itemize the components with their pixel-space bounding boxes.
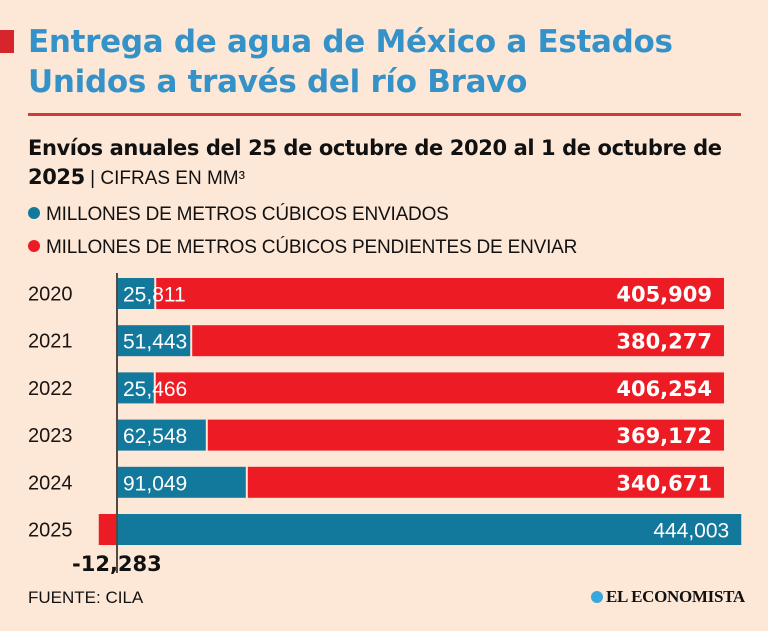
- bar-pending-negative: [98, 514, 116, 545]
- value-label-sent: 51,443: [123, 331, 187, 354]
- legend-item-sent: MILLONES DE METROS CÚBICOS ENVIADOS: [28, 203, 449, 227]
- bar-pending: [155, 372, 724, 404]
- value-label-pending: 369,172: [616, 424, 712, 448]
- value-label-sent: 62,548: [123, 425, 187, 448]
- bar-sent: [118, 419, 206, 451]
- year-label: 2023: [28, 425, 73, 447]
- bar-sent: [118, 278, 155, 309]
- bar-pending: [207, 419, 724, 451]
- legend-label: MILLONES DE METROS CÚBICOS ENVIADOS: [46, 204, 449, 225]
- value-label-pending: 406,254: [616, 377, 712, 401]
- legend-label: MILLONES DE METROS CÚBICOS PENDIENTES DE…: [46, 237, 578, 258]
- value-label-sent: 91,049: [123, 472, 187, 495]
- chart-subtitle: Envíos anuales del 25 de octubre de 2020…: [28, 134, 748, 193]
- legend-item-pending: MILLONES DE METROS CÚBICOS PENDIENTES DE…: [28, 236, 577, 260]
- value-label-pending: 405,909: [616, 283, 712, 307]
- title-marker: [0, 30, 14, 53]
- legend-dot-icon: [28, 207, 40, 219]
- year-label: 2025: [28, 520, 73, 542]
- source-note: FUENTE: CILA: [28, 588, 144, 607]
- subtitle-text: Envíos anuales del 25 de octubre de 2020…: [28, 136, 722, 189]
- value-label-pending: 380,277: [616, 330, 712, 354]
- subtitle-separator: |: [84, 168, 101, 189]
- brand-logo: EL ECONOMISTA: [591, 587, 745, 607]
- bar-pending: [156, 278, 724, 309]
- year-label: 2022: [28, 378, 73, 400]
- value-label-sent: 25,466: [123, 378, 187, 401]
- year-label: 2020: [28, 284, 73, 306]
- value-label-sent: 444,003: [653, 520, 729, 543]
- bar-sent: [118, 466, 246, 498]
- legend-dot-icon: [28, 240, 40, 252]
- title-divider: [28, 113, 741, 116]
- year-label: 2021: [28, 331, 73, 353]
- globe-icon: [591, 591, 603, 603]
- chart-title: Entrega de agua de México a Estados Unid…: [28, 24, 673, 100]
- bar-sent: [118, 514, 742, 545]
- bar-sent: [118, 372, 154, 404]
- bar-sent: [118, 325, 191, 357]
- subtitle-unit: CIFRAS EN MM³: [100, 168, 245, 189]
- bar-pending: [247, 466, 724, 498]
- value-label-sent: 25,811: [123, 284, 186, 307]
- brand-name: EL ECONOMISTA: [606, 587, 745, 606]
- year-label: 2024: [28, 472, 73, 494]
- value-label-pending: 340,671: [616, 471, 712, 495]
- bar-pending: [192, 325, 724, 357]
